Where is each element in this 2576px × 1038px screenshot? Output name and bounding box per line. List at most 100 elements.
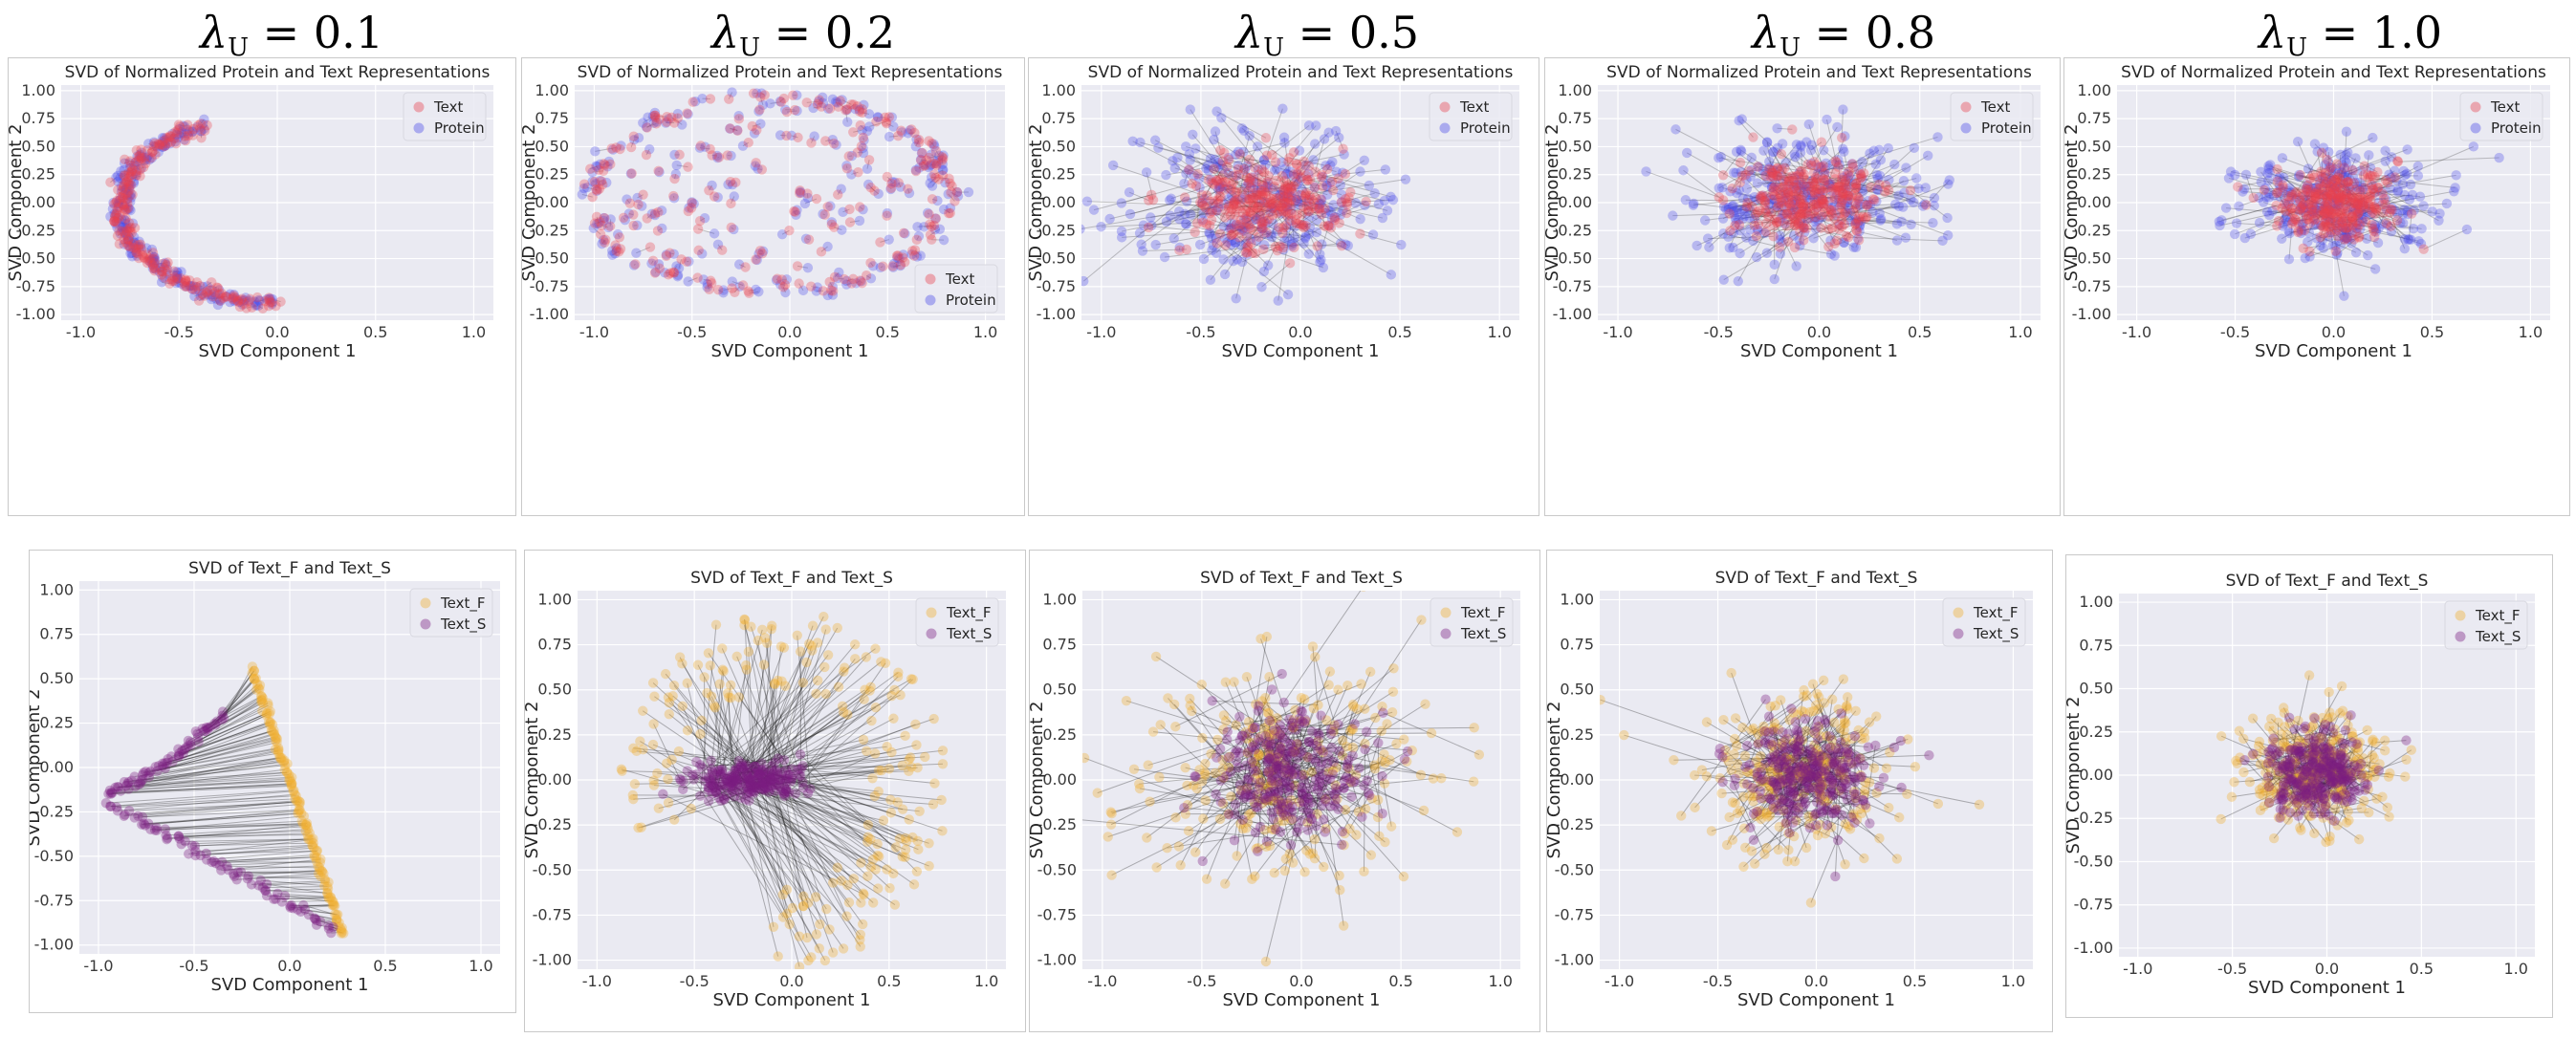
pair-connector — [161, 274, 164, 278]
protein-point — [1798, 219, 1808, 230]
text-point — [2329, 184, 2340, 196]
text-point — [134, 252, 144, 264]
pair-connector — [861, 145, 863, 149]
text-s-point — [181, 743, 191, 753]
pair-connector — [215, 678, 255, 725]
text-point — [129, 223, 141, 233]
text-s-point — [173, 831, 184, 842]
pair-connector — [188, 839, 312, 854]
text-point — [1796, 180, 1806, 190]
text-point — [820, 136, 831, 146]
pair-connector — [2307, 168, 2348, 183]
text-s-point — [173, 831, 185, 842]
text-f-point — [336, 923, 346, 935]
pair-connector — [123, 161, 131, 164]
protein-point — [1766, 182, 1778, 193]
text-point — [2365, 189, 2375, 200]
pair-connector — [127, 201, 131, 205]
pair-connector — [126, 180, 134, 183]
pair-connector — [1237, 164, 1263, 184]
pair-connector — [2316, 223, 2360, 226]
pair-connector — [265, 888, 329, 892]
text-point — [841, 163, 853, 174]
pair-connector — [2326, 226, 2341, 239]
marks-group — [105, 114, 286, 314]
protein-point — [2330, 240, 2341, 251]
text-point — [2273, 186, 2283, 198]
text-point — [1211, 175, 1222, 185]
protein-point — [132, 151, 142, 162]
protein-point — [240, 292, 251, 303]
text-point — [1279, 198, 1290, 208]
protein-point — [146, 153, 158, 163]
text-point — [2329, 175, 2341, 186]
pair-connector — [738, 654, 829, 769]
protein-point — [2340, 224, 2351, 235]
text-point — [113, 202, 124, 213]
text-point — [112, 205, 122, 215]
protein-point — [2340, 178, 2350, 188]
text-point — [2342, 177, 2352, 188]
pair-connector — [2328, 209, 2336, 246]
protein-point — [841, 279, 852, 290]
protein-point — [1359, 155, 1370, 165]
protein-point — [2360, 201, 2370, 211]
text-point — [875, 237, 885, 248]
text-f-point — [325, 892, 336, 903]
text-point — [743, 138, 753, 148]
protein-point — [2376, 186, 2387, 197]
text-point — [1181, 244, 1192, 255]
text-point — [1809, 180, 1820, 190]
text-f-point — [285, 775, 296, 787]
protein-point — [700, 141, 710, 152]
pair-connector — [750, 626, 803, 783]
text-point — [119, 170, 130, 181]
pair-connector — [775, 278, 778, 281]
protein-point — [1761, 248, 1773, 258]
text-point — [598, 165, 609, 176]
protein-point — [859, 135, 869, 145]
text-point — [1779, 175, 1789, 185]
pair-connector — [917, 225, 934, 227]
protein-point — [2350, 177, 2361, 188]
protein-point — [1791, 261, 1801, 271]
pair-connector — [2317, 190, 2334, 201]
y-tick-label: -0.75 — [533, 905, 572, 923]
pair-connector — [935, 158, 944, 164]
pair-connector — [232, 297, 236, 301]
protein-point — [1303, 211, 1315, 223]
pair-connector — [1301, 208, 1343, 215]
pair-connector — [1757, 227, 1832, 232]
text-point — [2322, 201, 2333, 212]
protein-point — [2392, 186, 2403, 197]
pair-connector — [1764, 205, 1783, 216]
protein-point — [171, 270, 183, 281]
pair-connector — [1293, 137, 1340, 175]
pair-connector — [124, 189, 129, 193]
text-point — [1836, 197, 1847, 207]
pair-connector — [121, 194, 125, 199]
pair-connector — [653, 780, 731, 784]
text-point — [2331, 226, 2342, 236]
protein-point — [2373, 197, 2385, 207]
text-point — [2326, 207, 2337, 219]
protein-point — [1796, 179, 1806, 190]
pair-connector — [2320, 208, 2330, 238]
pair-connector — [183, 713, 271, 755]
protein-point — [2357, 216, 2368, 227]
pair-connector — [1260, 189, 1274, 216]
text-point — [848, 99, 859, 110]
pair-connector — [1736, 192, 1789, 213]
pair-connector — [2370, 170, 2395, 185]
protein-point — [1917, 201, 1929, 211]
protein-point — [1225, 223, 1235, 234]
pair-connector — [1877, 178, 1880, 185]
pair-connector — [113, 221, 117, 225]
text-point — [175, 273, 186, 284]
text-point — [863, 155, 875, 165]
text-point — [2278, 183, 2288, 193]
text-point — [122, 227, 133, 237]
text-point — [133, 151, 143, 162]
text-s-point — [107, 788, 118, 798]
text-point — [1310, 166, 1321, 177]
